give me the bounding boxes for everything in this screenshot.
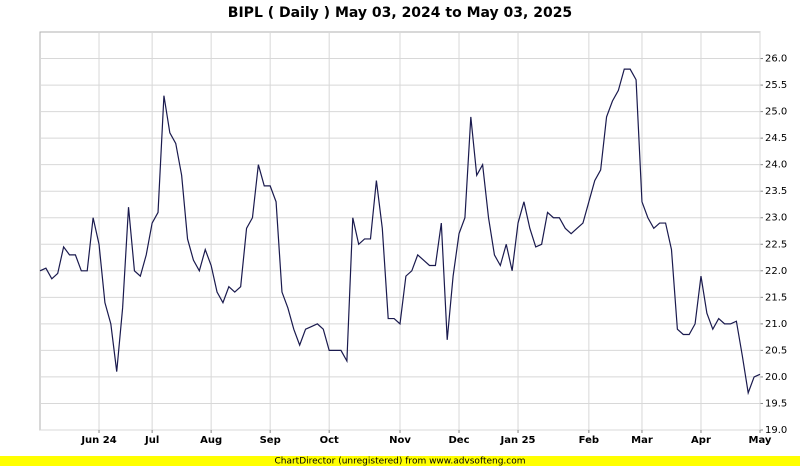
y-tick-label: 22.5 xyxy=(765,239,787,250)
x-tick-label: May xyxy=(749,435,772,446)
x-tick-label: Feb xyxy=(579,435,599,446)
y-tick-label: 20.5 xyxy=(765,345,787,356)
y-tick-label: 25.5 xyxy=(765,80,787,91)
price-line xyxy=(39,68,761,396)
x-tick-label: Dec xyxy=(449,435,470,446)
x-tick-label: Mar xyxy=(631,435,653,446)
y-tick-label: 19.0 xyxy=(765,425,787,436)
x-tick-label: Nov xyxy=(389,435,411,446)
x-tick-label: Jul xyxy=(144,435,159,446)
y-tick-label: 21.0 xyxy=(765,319,787,330)
x-tick-label: Oct xyxy=(320,435,339,446)
chart-title: BIPL ( Daily ) May 03, 2024 to May 03, 2… xyxy=(228,5,572,21)
y-tick-label: 22.0 xyxy=(765,266,787,277)
y-tick-label: 26.0 xyxy=(765,54,787,65)
y-tick-label: 25.0 xyxy=(765,107,787,118)
x-tick-label: Sep xyxy=(260,435,281,446)
y-tick-label: 24.0 xyxy=(765,160,787,171)
footer-bar xyxy=(0,456,800,466)
x-tick-label: Apr xyxy=(691,435,711,446)
y-tick-label: 24.5 xyxy=(765,133,787,144)
x-tick-label: Aug xyxy=(200,435,222,446)
x-tick-label: Jun 24 xyxy=(80,435,116,446)
y-tick-label: 23.0 xyxy=(765,213,787,224)
footer: ChartDirector (unregistered) from www.ad… xyxy=(274,457,525,466)
y-tick-label: 19.5 xyxy=(765,398,787,409)
y-tick-label: 21.5 xyxy=(765,292,787,303)
x-tick-label: Jan 25 xyxy=(500,435,536,446)
y-tick-label: 20.0 xyxy=(765,372,787,383)
y-tick-label: 23.5 xyxy=(765,186,787,197)
